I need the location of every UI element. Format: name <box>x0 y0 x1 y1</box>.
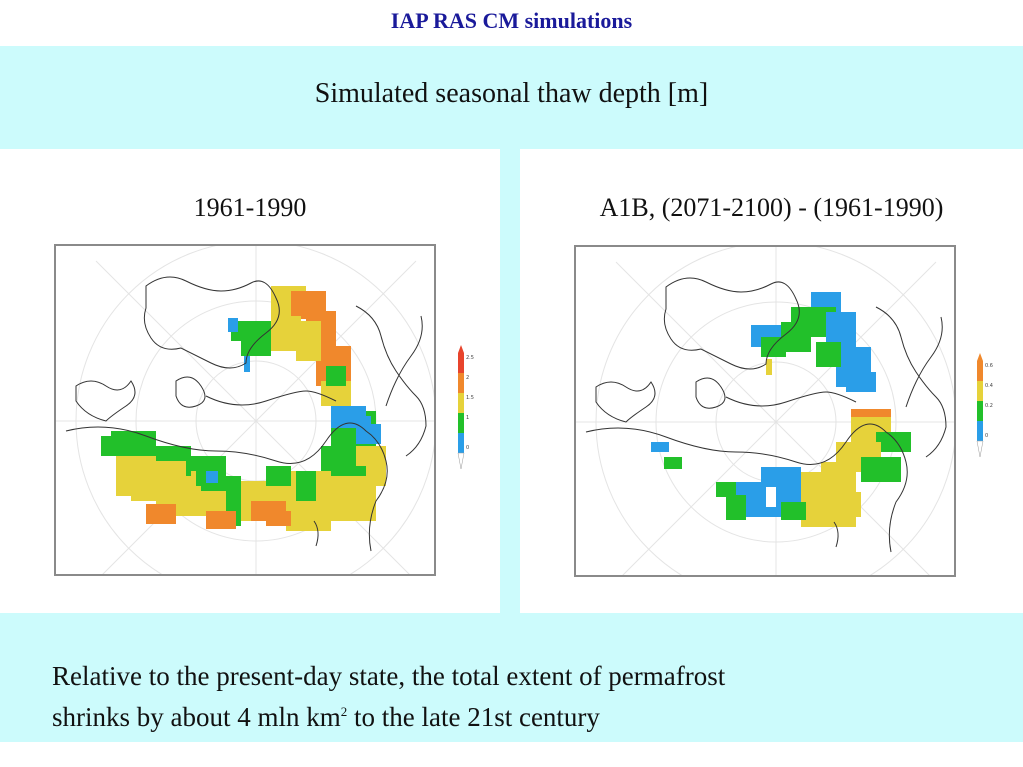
map-panel-scenario: A1B, (2071-2100) - (1961-1990) <box>520 149 1023 613</box>
thaw-cells-historical <box>101 286 386 531</box>
colorbar-historical-tick: 1 <box>466 415 469 421</box>
colorbar-scenario-arrow-bottom <box>976 440 984 458</box>
colorbar-historical-arrow-top <box>458 345 464 353</box>
colorbar-scenario-tick: 0 <box>985 433 988 439</box>
caption-line-2: shrinks by about 4 mln km2 to the late 2… <box>52 694 1002 735</box>
map-frame-historical <box>54 244 436 576</box>
colorbar-historical-segment-orange <box>458 373 464 393</box>
colorbar-scenario-segment-green <box>977 401 983 421</box>
colorbar-scenario-tick: 0.2 <box>985 403 993 409</box>
colorbar-scenario-tick: 0.6 <box>985 363 993 369</box>
map-panel-historical: 1961-1990 <box>0 149 500 613</box>
colorbar-scenario-segment-yellow <box>977 381 983 401</box>
page-title: IAP RAS CM simulations <box>390 8 633 33</box>
caption-line-2-start: shrinks by about 4 mln km <box>52 702 341 732</box>
map-label-scenario: A1B, (2071-2100) - (1961-1990) <box>599 193 944 222</box>
content-panel: Simulated seasonal thaw depth [m] 1961-1… <box>0 46 1023 742</box>
colorbar-historical-tick: 2 <box>466 375 469 381</box>
coastlines-historical <box>65 276 427 552</box>
colorbar-historical-segment-blue <box>458 433 464 453</box>
colorbar-historical-tick: 0 <box>466 445 469 451</box>
colorbar-historical-segment-yellow <box>458 393 464 413</box>
map-label-historical: 1961-1990 <box>193 193 307 222</box>
colorbar-historical-tick: 1.5 <box>466 395 474 401</box>
colorbar-scenario-segment-orange <box>977 361 983 381</box>
colorbar-historical-arrow-bottom <box>457 452 465 470</box>
caption-line-2-end: to the late 21st century <box>347 702 600 732</box>
colorbar-historical-segment-red <box>458 353 464 373</box>
colorbar-historical-tick: 2.5 <box>466 355 474 361</box>
caption-superscript: 2 <box>340 704 348 719</box>
colorbar-historical-segment-green <box>458 413 464 433</box>
caption: Relative to the present-day state, the t… <box>52 658 1002 735</box>
coastlines-scenario <box>585 277 947 553</box>
colorbar-scenario-tick: 0.4 <box>985 383 993 389</box>
panel-subtitle: Simulated seasonal thaw depth [m] <box>314 78 709 109</box>
colorbar-scenario-arrow-top <box>977 353 983 361</box>
colorbar-scenario: 0.6 0.4 0.2 0 <box>976 353 993 458</box>
polar-map-scenario <box>576 247 954 575</box>
map-frame-scenario <box>574 245 956 577</box>
polar-map-historical <box>56 246 434 574</box>
caption-line-1: Relative to the present-day state, the t… <box>52 661 726 691</box>
colorbar-scenario-segment-blue <box>977 421 983 441</box>
thaw-cells-scenario <box>651 292 911 527</box>
colorbar-historical: 2.5 2 1.5 1 0 <box>457 345 474 470</box>
